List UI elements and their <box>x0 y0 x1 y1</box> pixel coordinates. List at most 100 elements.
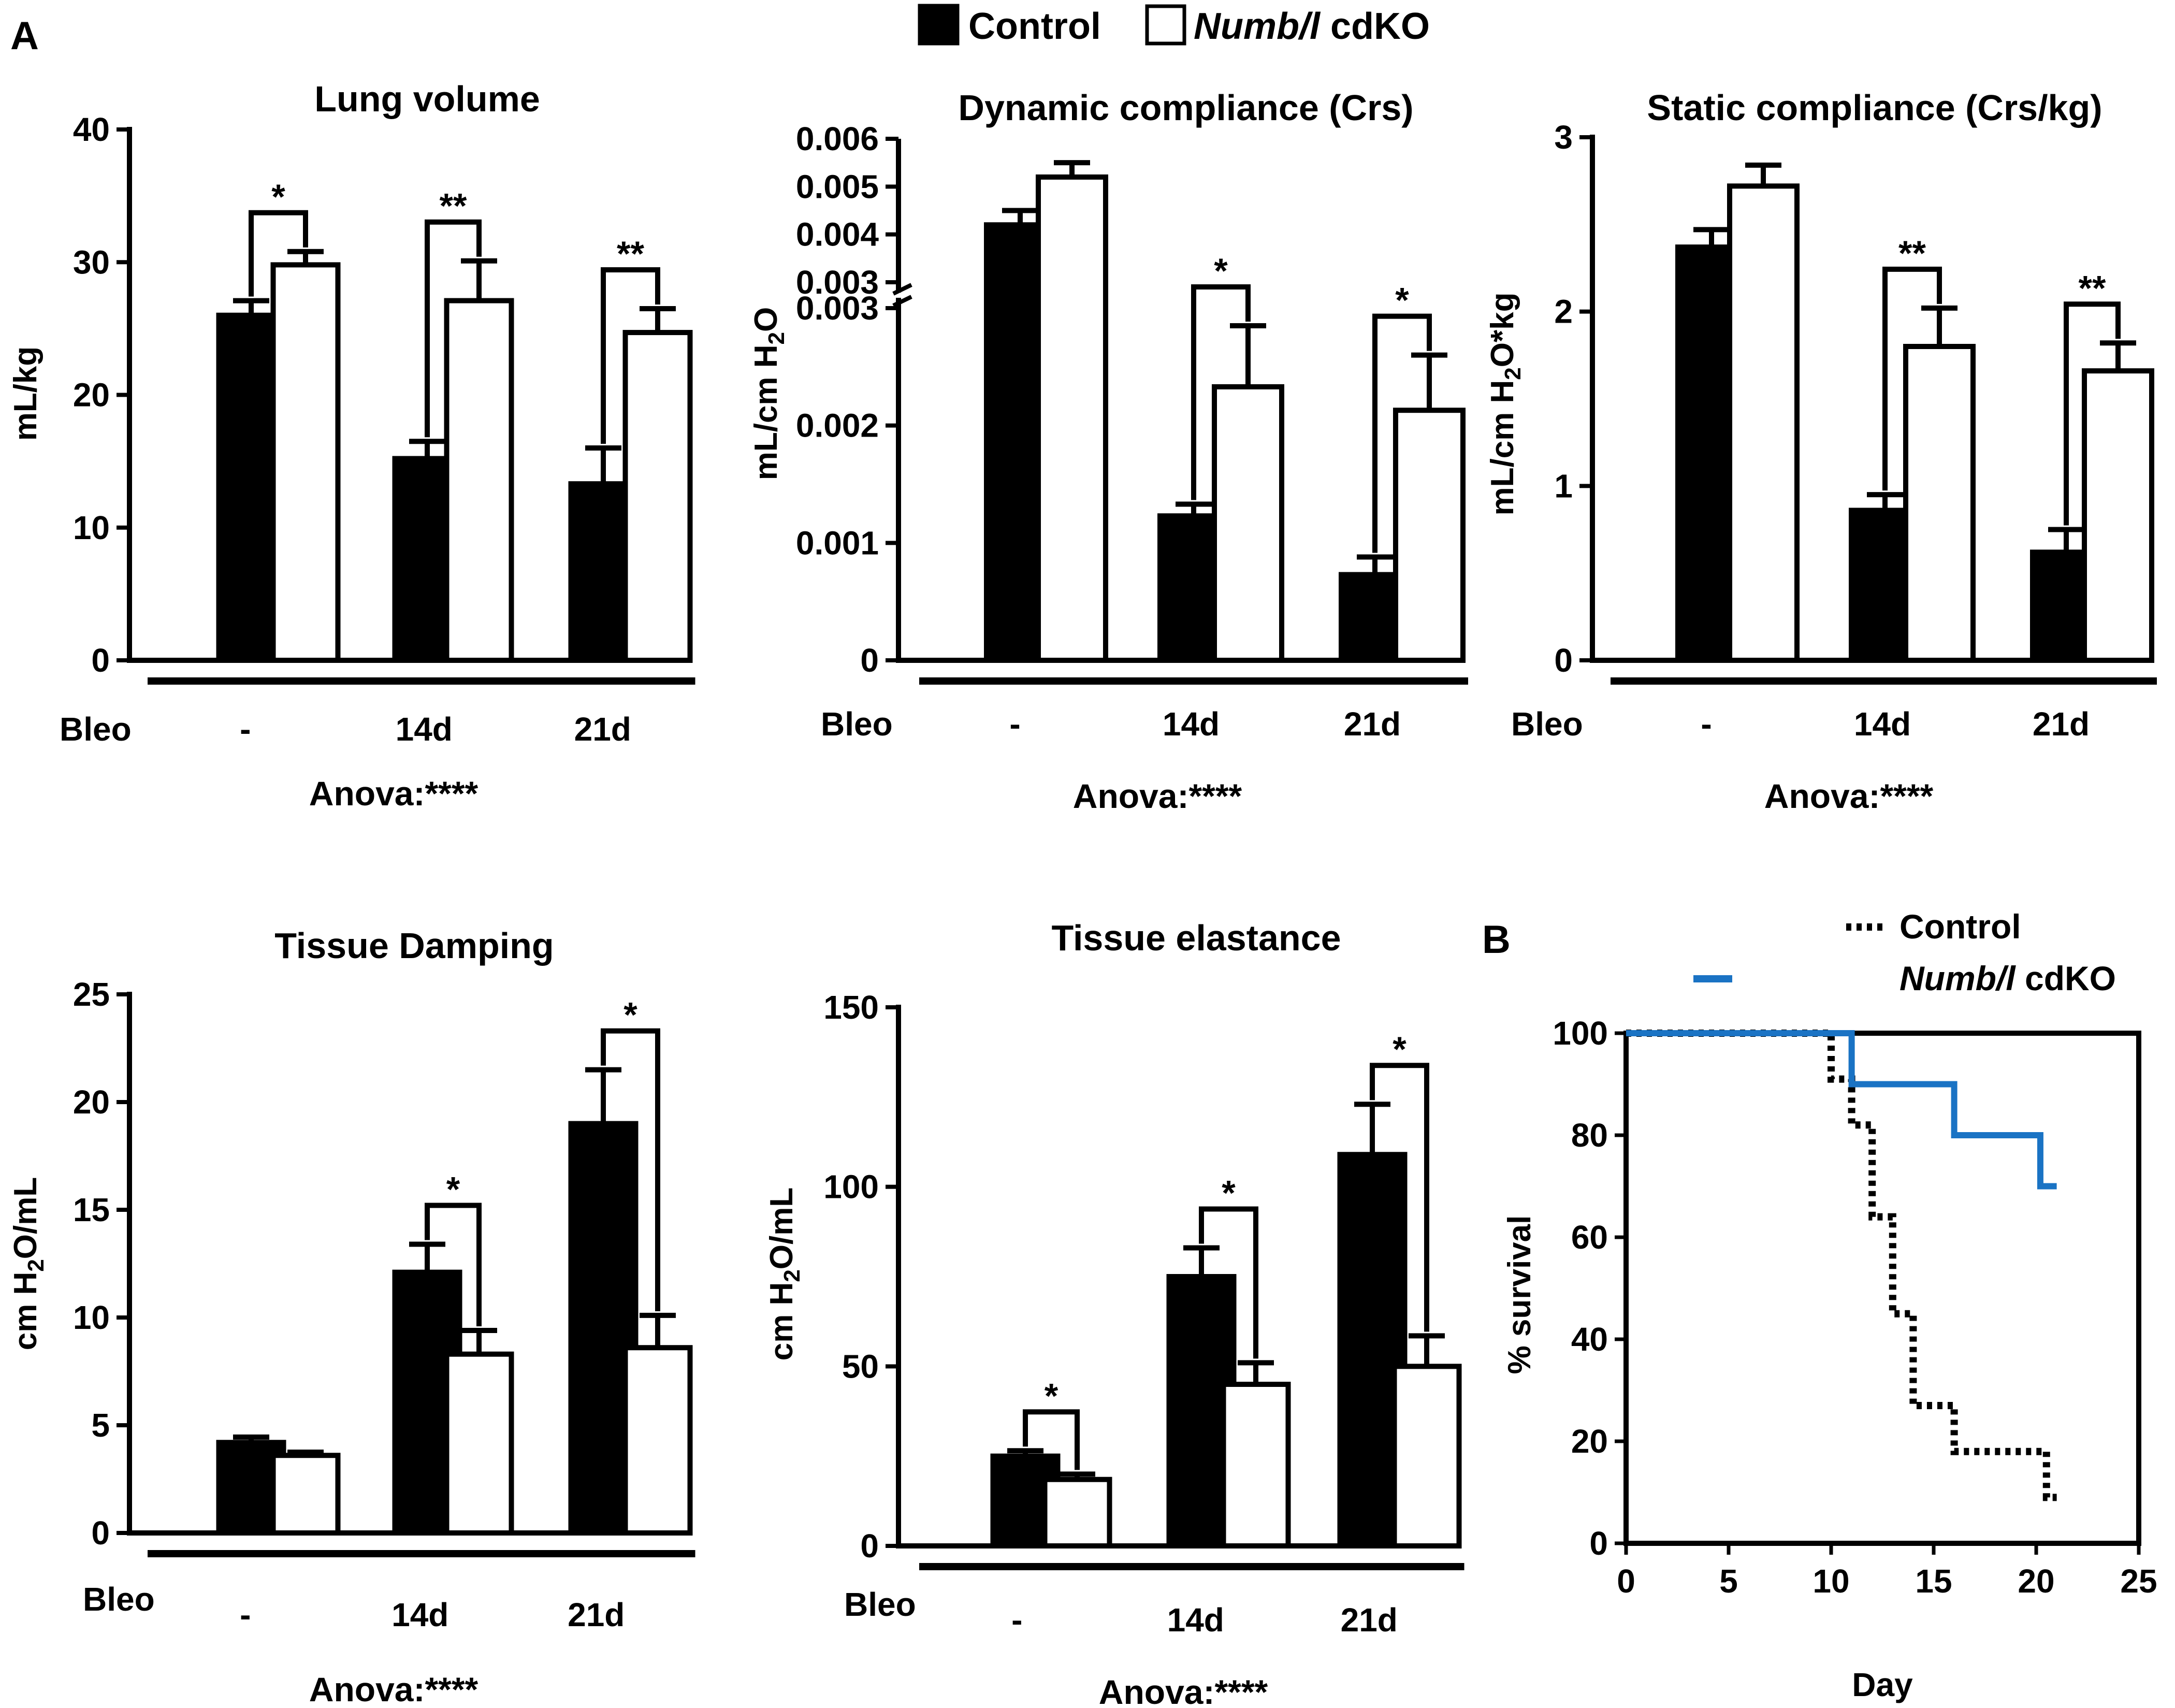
y-tick-label: 25 <box>73 976 110 1013</box>
y-tick-label: 30 <box>73 243 110 281</box>
significance-bracket <box>1023 1409 1080 1470</box>
y-tick-label: 0.003 <box>796 290 879 327</box>
group-label: - <box>240 711 251 748</box>
x-tick-label: 25 <box>2120 1562 2157 1600</box>
significance-bracket <box>601 1028 660 1311</box>
significance-bracket <box>1199 1206 1258 1359</box>
y-tick-label: 40 <box>73 111 110 148</box>
bar-cdko <box>270 262 341 663</box>
y-tick-label: 0 <box>860 642 879 679</box>
group-label: 21d <box>1341 1601 1398 1639</box>
y-tick-label: 20 <box>1571 1423 1608 1460</box>
bar-cdko <box>1727 183 1800 663</box>
x-tick-label: 0 <box>1617 1562 1635 1600</box>
y-tick-label: 10 <box>73 509 110 546</box>
group-label: 14d <box>1167 1601 1224 1639</box>
bar-cdko <box>1042 1477 1112 1549</box>
legend-cdko-gene: Numb/l <box>1194 6 1321 47</box>
y-tick-label: 15 <box>73 1191 110 1228</box>
y-tick-label: 0.001 <box>796 524 879 561</box>
plot-frame <box>1623 1031 2141 1546</box>
significance-stars: * <box>1395 281 1409 320</box>
panel-label-b: B <box>1482 918 1511 962</box>
chart-tissue-damping: 0 5 10 15 20 25 Tissue Damping cm H2O/mL - * 14d * 2… <box>8 925 695 1708</box>
y-tick-label: 100 <box>823 1168 879 1206</box>
group-label: 21d <box>568 1596 625 1633</box>
group-label: 14d <box>1163 705 1220 743</box>
significance-bracket <box>1882 266 1942 491</box>
bar-cdko <box>1903 344 1976 663</box>
bar-cdko <box>1393 408 1466 663</box>
y-axis-label: mL/kg <box>8 346 44 441</box>
anova-label: Anova:**** <box>1073 777 1242 815</box>
significance-stars: ** <box>1898 234 1926 273</box>
significance-bracket <box>425 1203 482 1326</box>
group-label: 21d <box>574 711 631 748</box>
y-axis-label: mL/cm H2O*kg <box>1485 292 1526 515</box>
group-label: 14d <box>1854 705 1911 743</box>
chart-title: Static compliance (Crs/kg) <box>1647 88 2102 128</box>
chart-survival: 0 5 10 15 20 25 0 20 40 60 80 100 Day % survival Contr… <box>1502 907 2157 1703</box>
significance-bracket <box>2064 301 2121 526</box>
significance-bracket <box>1370 1063 1429 1332</box>
y-tick-label: 0 <box>91 1514 110 1552</box>
bar-cdko <box>622 1345 693 1536</box>
anova-label: Anova:**** <box>1099 1673 1268 1708</box>
bar-cdko <box>2082 368 2154 663</box>
y-tick-label: 2 <box>1554 293 1573 330</box>
y-tick-label: 0 <box>1589 1525 1608 1562</box>
group-label: - <box>1011 1601 1022 1639</box>
bar-cdko <box>1212 384 1284 663</box>
anova-label: Anova:**** <box>309 1670 479 1708</box>
significance-stars: ** <box>617 234 644 273</box>
y-tick-label: 50 <box>842 1348 879 1385</box>
y-tick-label: 40 <box>1571 1321 1608 1358</box>
panel-label-a: A <box>10 14 39 58</box>
y-tick-label: 1 <box>1554 467 1573 504</box>
group-label: 14d <box>396 711 453 748</box>
survival-legend-control-label: Control <box>1900 907 2021 946</box>
axis-break-mark-lower <box>892 295 912 308</box>
significance-stars: * <box>271 177 285 216</box>
y-tick-label: 5 <box>91 1407 110 1444</box>
significance-bracket <box>249 210 308 297</box>
axis-break-mark-upper <box>892 283 912 296</box>
chart-static-compliance: 0 1 2 3 Static compliance (Crs/kg) mL/cm H2O*… <box>1485 88 2157 815</box>
chart-title: Dynamic compliance (Crs) <box>958 88 1413 128</box>
y-tick-label: 0.002 <box>796 407 879 444</box>
significance-stars: * <box>1222 1174 1236 1213</box>
y-tick-label: 0.004 <box>796 216 879 253</box>
group-label: - <box>1009 705 1020 743</box>
y-tick-label: 0 <box>1554 642 1573 679</box>
bar-cdko <box>270 1453 341 1536</box>
group-label: - <box>1701 705 1712 743</box>
anova-label: Anova:**** <box>309 774 479 813</box>
chart-tissue-elastance: 0 50 100 150 Tissue elastance cm H2O/mL * - * 14d… <box>764 918 1465 1708</box>
significance-stars: ** <box>2079 268 2106 308</box>
chart-title: Tissue elastance <box>1051 918 1341 958</box>
y-tick-label: 0.003 <box>796 264 879 301</box>
group-label: 21d <box>1344 705 1401 743</box>
y-tick-label: 0 <box>91 642 110 679</box>
top-legend: Control Numb/l cdKO <box>918 4 1430 47</box>
significance-stars: * <box>624 995 637 1035</box>
row-label-bleo: Bleo <box>83 1581 155 1618</box>
y-tick-label: 150 <box>823 989 879 1026</box>
y-tick-label: 20 <box>73 377 110 414</box>
y-tick-label: 100 <box>1553 1015 1608 1052</box>
legend-control-label: Control <box>968 6 1101 47</box>
x-tick-label: 20 <box>2018 1562 2054 1600</box>
y-axis-label: mL/cm H2O <box>748 307 789 481</box>
legend-control-swatch <box>918 4 960 46</box>
survival-curve-control <box>1626 1030 2057 1501</box>
y-axis-label: % survival <box>1502 1215 1538 1374</box>
row-label-bleo: Bleo <box>844 1586 916 1623</box>
legend-cdko-swatch <box>1145 4 1186 46</box>
significance-stars: * <box>1214 251 1228 291</box>
row-label-bleo: Bleo <box>821 705 893 743</box>
bar-cdko <box>1391 1364 1462 1548</box>
y-tick-label: 20 <box>73 1083 110 1121</box>
chart-lung-volume: 0 10 20 30 40 Lung volume mL/kg * - ** 14d ** 21d Ble… <box>8 79 695 813</box>
y-tick-label: 3 <box>1554 119 1573 156</box>
